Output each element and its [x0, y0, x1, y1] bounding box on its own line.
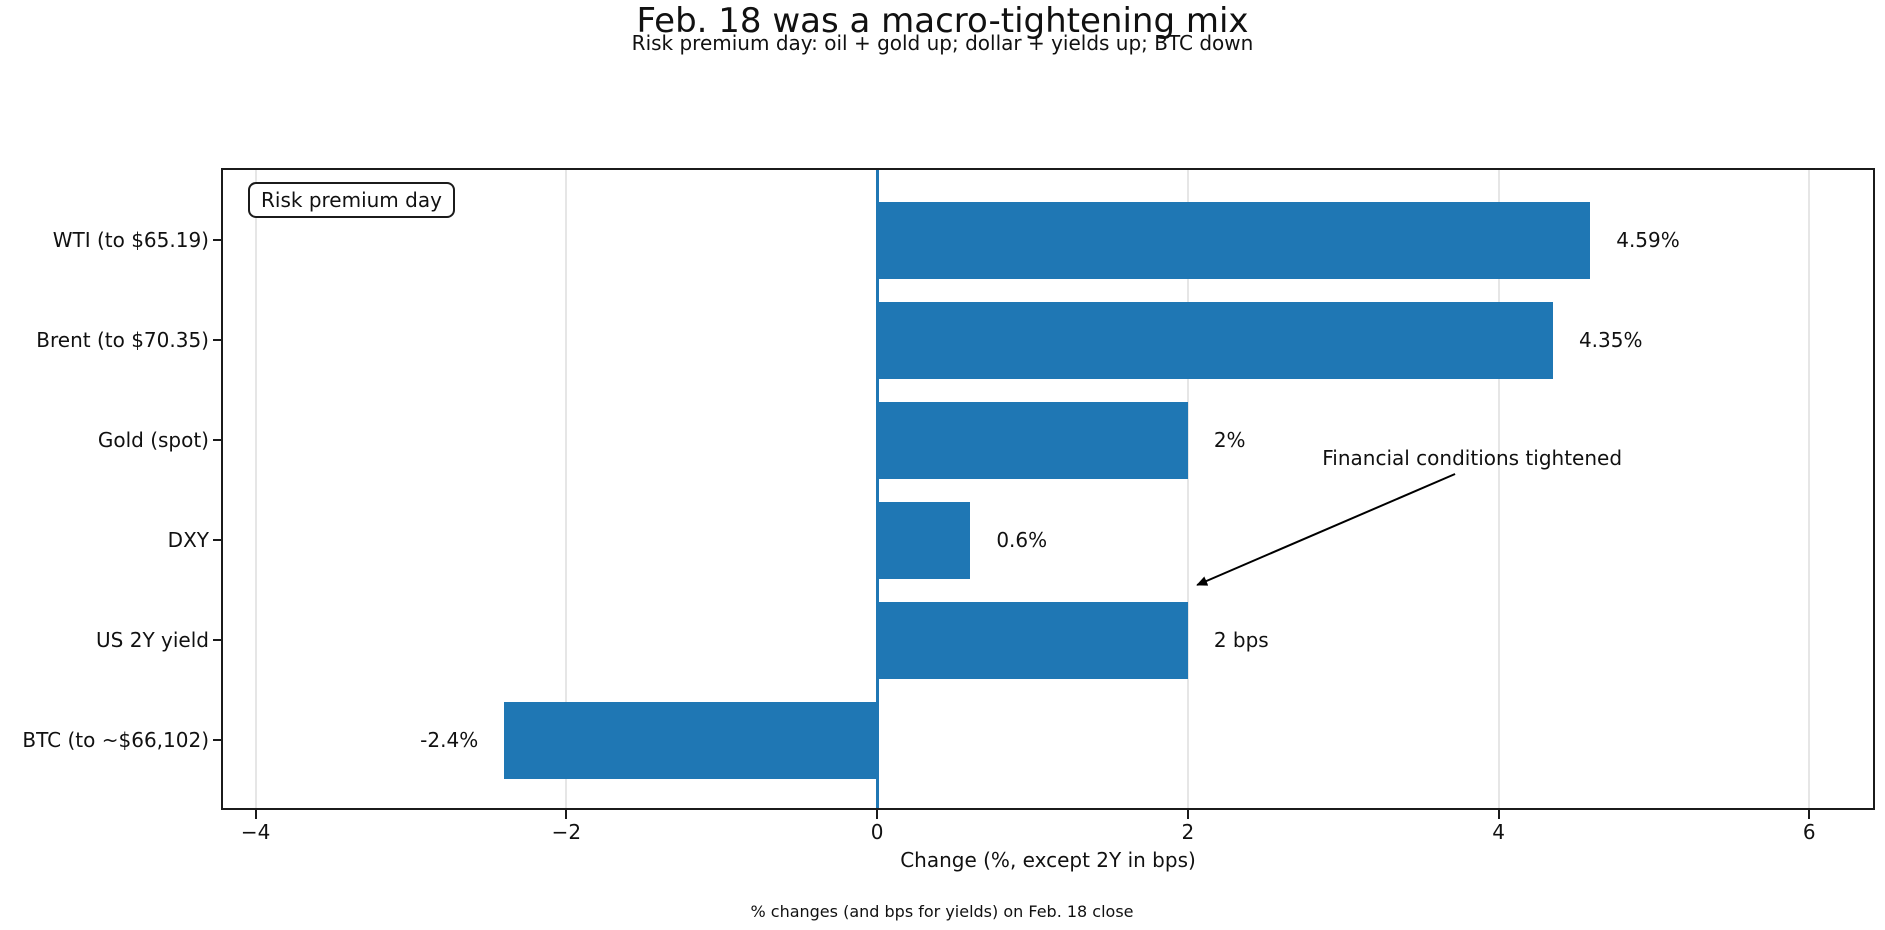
xtick-label--4: −4 — [240, 820, 271, 844]
xtick-label-6: 6 — [1802, 820, 1816, 844]
xtick-label-0: 0 — [870, 820, 884, 844]
bar-us — [877, 601, 1188, 679]
bar-value-label: 4.59% — [1616, 228, 1680, 252]
bar-value-label: 0.6% — [996, 528, 1048, 552]
ytick-mark-4 — [213, 639, 221, 641]
ytick-mark-3 — [213, 539, 221, 541]
xtick-mark-0 — [876, 810, 879, 819]
ytick-label-2: Gold (spot) — [97, 428, 209, 452]
gridline-x--2 — [565, 170, 568, 808]
chart-title: Feb. 18 was a macro-tightening mix — [636, 1, 1249, 41]
gridline-x-2 — [1186, 170, 1189, 808]
bar-wti — [877, 201, 1591, 279]
bar-brent — [877, 301, 1553, 379]
zero-line — [875, 170, 879, 808]
bar-dxy — [877, 501, 971, 579]
plot-area: Risk premium day Financial conditions ti… — [221, 168, 1875, 810]
ytick-label-0: WTI (to $65.19) — [52, 228, 209, 252]
bar-gold — [877, 401, 1188, 479]
bar-value-label: 4.35% — [1578, 328, 1643, 352]
xtick-mark--4 — [254, 810, 257, 819]
bar-value-label: -2.4% — [420, 728, 479, 752]
chart-subtitle: Risk premium day: oil + gold up; dollar … — [631, 31, 1254, 55]
ytick-label-3: DXY — [167, 528, 209, 552]
xtick-label-2: 2 — [1181, 820, 1195, 844]
ytick-label-5: BTC (to ~$66,102) — [22, 728, 209, 752]
bar-btc — [504, 701, 878, 779]
gridline-x--4 — [254, 170, 257, 808]
x-axis-label: Change (%, except 2Y in bps) — [900, 848, 1196, 872]
xtick-label-4: 4 — [1492, 820, 1505, 844]
bar-value-label: 2 bps — [1213, 628, 1269, 652]
xtick-mark-2 — [1186, 810, 1189, 819]
footer-note: % changes (and bps for yields) on Feb. 1… — [750, 902, 1134, 921]
annotation-financial-conditions: Financial conditions tightened — [1322, 446, 1623, 470]
gridline-x-6 — [1808, 170, 1811, 808]
ytick-mark-0 — [213, 239, 221, 241]
ytick-label-1: Brent (to $70.35) — [36, 328, 209, 352]
ytick-mark-2 — [213, 439, 221, 441]
xtick-label--2: −2 — [551, 820, 582, 844]
bar-value-label: 2% — [1213, 428, 1246, 452]
legend-risk-premium-day: Risk premium day — [248, 182, 455, 218]
xtick-mark-6 — [1808, 810, 1811, 819]
ytick-label-4: US 2Y yield — [96, 628, 209, 652]
ytick-mark-5 — [213, 739, 221, 741]
ytick-mark-1 — [213, 339, 221, 341]
gridline-x-4 — [1497, 170, 1500, 808]
xtick-mark-4 — [1497, 810, 1500, 819]
xtick-mark--2 — [565, 810, 568, 819]
